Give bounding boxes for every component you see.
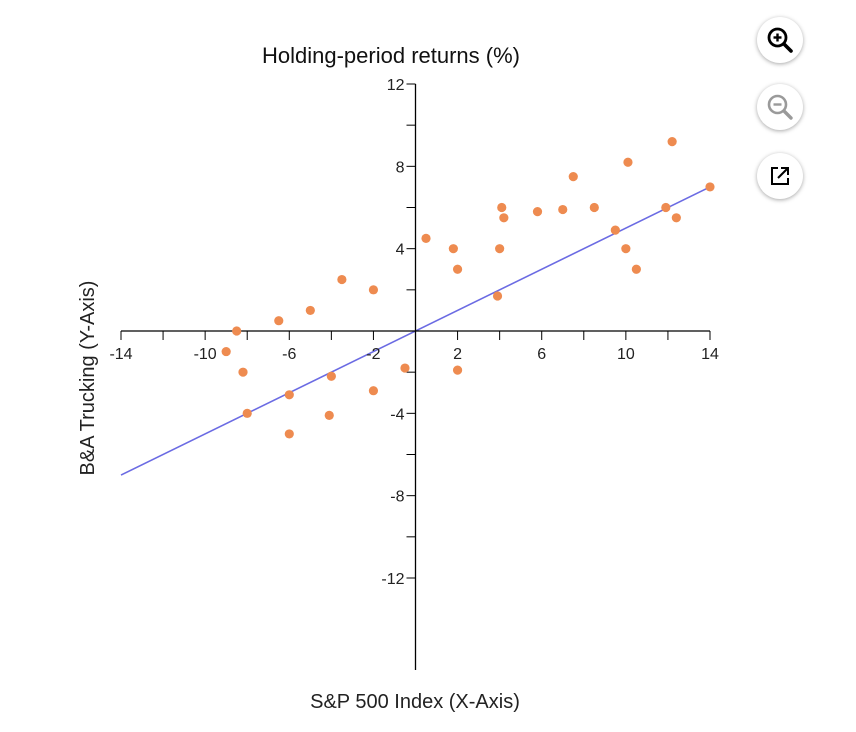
y-axis-label: B&A Trucking (Y-Axis) bbox=[77, 281, 99, 476]
data-point bbox=[705, 182, 715, 192]
data-point bbox=[492, 291, 503, 301]
data-point bbox=[452, 365, 463, 375]
x-tick-label: -2 bbox=[366, 346, 380, 363]
data-point bbox=[589, 202, 599, 213]
data-point bbox=[368, 285, 379, 295]
data-point bbox=[305, 305, 315, 316]
data-point bbox=[499, 213, 509, 223]
zoom-out-icon bbox=[767, 94, 793, 120]
data-point bbox=[368, 386, 379, 396]
x-tick-label: 2 bbox=[453, 346, 462, 363]
data-point bbox=[610, 225, 620, 235]
data-point bbox=[242, 408, 252, 418]
data-point bbox=[324, 410, 334, 420]
x-tick-label: -6 bbox=[282, 346, 296, 363]
data-point bbox=[421, 233, 431, 243]
y-tick-label: 4 bbox=[396, 242, 405, 259]
data-point bbox=[452, 264, 463, 274]
y-tick-label: 8 bbox=[396, 159, 405, 176]
data-point bbox=[532, 207, 543, 217]
points bbox=[221, 137, 715, 439]
data-point bbox=[326, 371, 336, 381]
data-point bbox=[284, 390, 294, 400]
y-tick-label: -4 bbox=[390, 406, 404, 423]
external-link-icon bbox=[771, 167, 789, 185]
chart-title: Holding-period returns (%) bbox=[262, 43, 520, 68]
y-tick-label: -12 bbox=[381, 571, 404, 588]
data-point bbox=[274, 316, 284, 326]
data-point bbox=[448, 244, 458, 254]
data-point bbox=[221, 346, 231, 357]
data-point bbox=[232, 326, 242, 336]
data-point bbox=[623, 157, 633, 167]
data-point bbox=[631, 264, 641, 274]
data-point bbox=[667, 137, 677, 147]
x-tick-label: 14 bbox=[701, 346, 719, 363]
data-point bbox=[238, 367, 248, 377]
data-point bbox=[661, 202, 671, 213]
popout-button[interactable] bbox=[757, 153, 803, 199]
axes bbox=[121, 84, 710, 670]
data-point bbox=[400, 363, 410, 373]
y-tick-label: -8 bbox=[390, 489, 404, 506]
data-point bbox=[671, 213, 681, 223]
x-tick-label: 10 bbox=[617, 346, 635, 363]
zoom-out-button[interactable] bbox=[757, 84, 803, 130]
data-point bbox=[337, 274, 347, 285]
x-tick-label: -14 bbox=[109, 346, 132, 363]
data-point bbox=[284, 429, 294, 439]
data-point bbox=[621, 244, 631, 254]
data-point bbox=[497, 202, 507, 213]
x-axis-label: S&P 500 Index (X-Axis) bbox=[310, 691, 520, 713]
data-point bbox=[558, 204, 568, 215]
ticks: -14 -10 -6 -2 2 6 10 14 12 8 4 -4 -8 -12 bbox=[109, 77, 719, 588]
zoom-in-icon bbox=[767, 27, 793, 53]
data-point bbox=[568, 172, 578, 182]
x-tick-label: -10 bbox=[194, 346, 217, 363]
x-tick-label: 6 bbox=[537, 346, 546, 363]
zoom-in-button[interactable] bbox=[757, 17, 803, 63]
y-tick-label: 12 bbox=[387, 77, 405, 94]
data-point bbox=[495, 244, 505, 254]
